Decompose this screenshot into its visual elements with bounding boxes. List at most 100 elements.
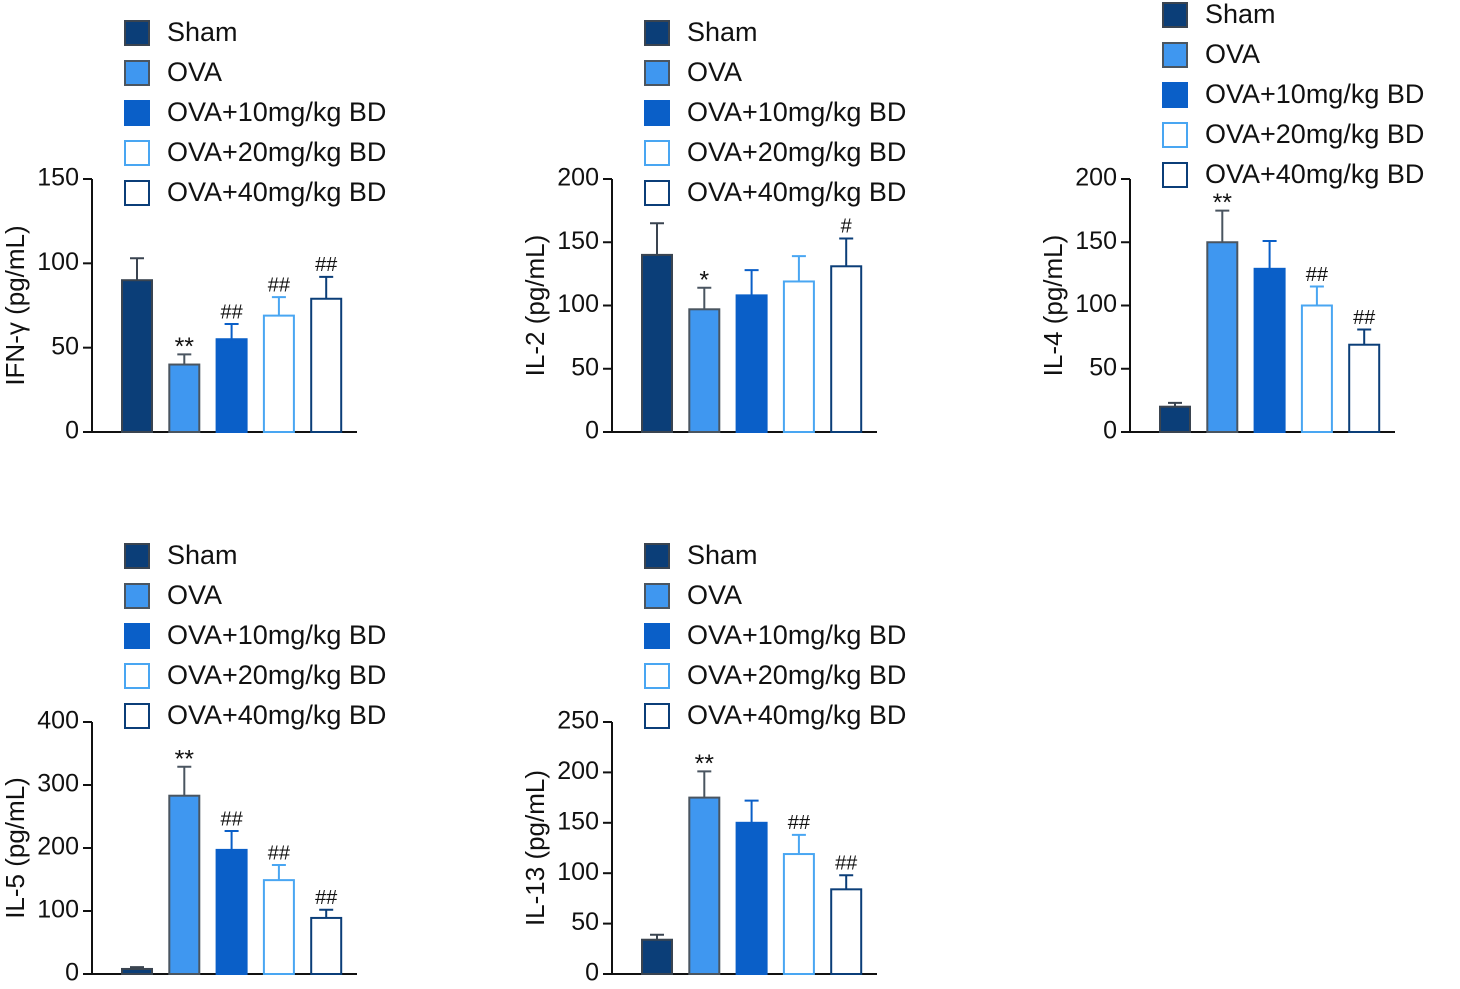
y-tick-label: 50 bbox=[571, 353, 599, 381]
bar bbox=[262, 314, 295, 433]
legend-label: OVA+20mg/kg BD bbox=[687, 660, 906, 690]
significance-label: # bbox=[841, 216, 853, 238]
y-axis-label: IL-4 (pg/mL) bbox=[1038, 235, 1068, 377]
legend-swatch bbox=[124, 583, 150, 609]
error-bar bbox=[744, 799, 759, 823]
y-axis-label: IL-5 (pg/mL) bbox=[0, 777, 30, 919]
error-bar bbox=[1168, 401, 1182, 407]
bar bbox=[735, 821, 768, 975]
bar bbox=[688, 796, 721, 975]
bar bbox=[830, 265, 863, 433]
legend-swatch bbox=[124, 60, 150, 86]
error-bar bbox=[224, 323, 239, 340]
bar bbox=[121, 279, 153, 434]
error-bar bbox=[650, 933, 664, 940]
legend-swatch bbox=[124, 140, 150, 166]
significance-label: ## bbox=[220, 808, 243, 830]
y-tick-label: 200 bbox=[557, 757, 599, 785]
error-bar bbox=[1262, 239, 1277, 269]
bar bbox=[782, 280, 815, 433]
error-bar bbox=[697, 286, 712, 310]
bar bbox=[168, 794, 201, 976]
error-bar bbox=[319, 275, 334, 299]
legend-swatch bbox=[1162, 162, 1188, 188]
legend-swatch bbox=[1162, 2, 1188, 28]
error-bar bbox=[1215, 209, 1230, 243]
bar bbox=[782, 853, 815, 975]
bar bbox=[1159, 405, 1191, 434]
significance-label: ## bbox=[835, 852, 858, 874]
legend-label: OVA+20mg/kg BD bbox=[167, 660, 386, 690]
significance-label: * bbox=[699, 266, 709, 294]
legend-swatch bbox=[1162, 122, 1188, 148]
error-bar bbox=[319, 908, 334, 918]
bar bbox=[830, 888, 863, 975]
error-bar bbox=[744, 269, 759, 296]
y-tick-label: 50 bbox=[571, 908, 599, 936]
significance-label: ** bbox=[175, 745, 195, 773]
error-bar bbox=[650, 222, 664, 255]
bar bbox=[262, 879, 295, 976]
legend-label: Sham bbox=[687, 540, 758, 570]
error-bar bbox=[1357, 328, 1372, 345]
legend-swatch bbox=[124, 543, 150, 569]
legend-label: Sham bbox=[1205, 0, 1276, 29]
legend-label: OVA+20mg/kg BD bbox=[167, 137, 386, 167]
error-bar bbox=[224, 829, 239, 850]
significance-label: ** bbox=[1213, 189, 1233, 217]
significance-label: ## bbox=[220, 301, 243, 323]
bar bbox=[1206, 241, 1239, 433]
legend-swatch bbox=[644, 140, 670, 166]
significance-label: ## bbox=[788, 812, 811, 834]
legend-label: OVA+40mg/kg BD bbox=[167, 700, 386, 730]
y-axis-label: IFN-γ (pg/mL) bbox=[0, 225, 30, 385]
bar bbox=[168, 363, 201, 433]
legend-swatch bbox=[1162, 42, 1188, 68]
bar bbox=[641, 938, 673, 976]
error-bar bbox=[130, 257, 144, 281]
bar bbox=[1348, 343, 1381, 433]
error-bar bbox=[839, 874, 854, 890]
legend-swatch bbox=[644, 60, 670, 86]
error-bar bbox=[839, 237, 854, 267]
legend-label: OVA+10mg/kg BD bbox=[687, 97, 906, 127]
y-tick-label: 200 bbox=[37, 833, 79, 861]
legend-label: OVA bbox=[1205, 39, 1260, 69]
legend-swatch bbox=[124, 180, 150, 206]
y-tick-label: 0 bbox=[585, 417, 599, 445]
y-tick-label: 0 bbox=[585, 959, 599, 987]
bar bbox=[215, 338, 248, 434]
significance-label: ## bbox=[1306, 264, 1329, 286]
y-tick-label: 150 bbox=[557, 807, 599, 835]
bar bbox=[688, 308, 721, 434]
legend-swatch bbox=[124, 100, 150, 126]
bar bbox=[1300, 304, 1333, 433]
y-tick-label: 150 bbox=[37, 164, 79, 192]
legend-label: OVA+40mg/kg BD bbox=[167, 177, 386, 207]
legend-label: OVA+40mg/kg BD bbox=[687, 177, 906, 207]
error-bar bbox=[271, 864, 286, 881]
legend-label: OVA bbox=[167, 580, 222, 610]
significance-label: ## bbox=[1353, 307, 1376, 329]
y-tick-label: 0 bbox=[1103, 417, 1117, 445]
bar bbox=[735, 294, 768, 433]
y-tick-label: 100 bbox=[1075, 290, 1117, 318]
legend-swatch bbox=[644, 583, 670, 609]
legend-swatch bbox=[644, 20, 670, 46]
significance-label: ## bbox=[315, 887, 338, 909]
bar bbox=[310, 916, 343, 975]
significance-label: ## bbox=[268, 842, 291, 864]
y-tick-label: 200 bbox=[1075, 164, 1117, 192]
y-tick-label: 0 bbox=[65, 959, 79, 987]
y-tick-label: 150 bbox=[557, 227, 599, 255]
error-bar bbox=[791, 833, 806, 855]
legend-swatch bbox=[644, 663, 670, 689]
legend-label: OVA bbox=[687, 580, 742, 610]
legend-swatch bbox=[644, 180, 670, 206]
legend-label: OVA bbox=[167, 57, 222, 87]
error-bar bbox=[130, 966, 144, 969]
y-tick-label: 100 bbox=[37, 896, 79, 924]
significance-label: ## bbox=[315, 254, 338, 276]
significance-label: ** bbox=[175, 333, 195, 361]
